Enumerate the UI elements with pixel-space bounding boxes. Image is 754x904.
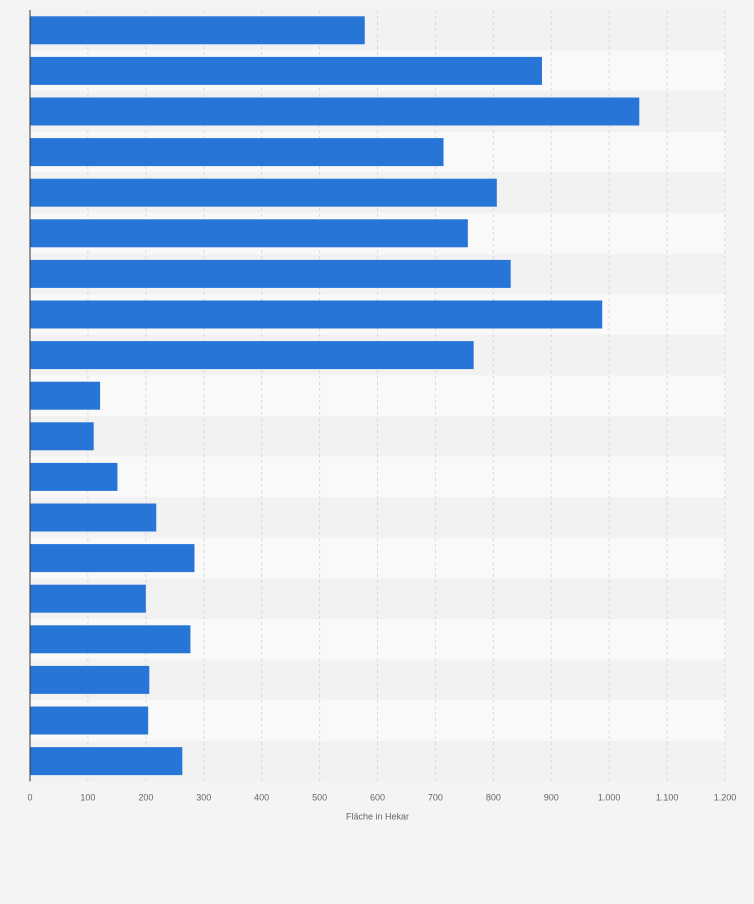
x-tick-label: 1.000 <box>598 792 621 802</box>
bar[interactable] <box>30 706 149 735</box>
bar[interactable] <box>30 97 640 126</box>
x-axis-label: Fläche in Hekar <box>346 811 409 821</box>
x-tick-label: 700 <box>428 792 443 802</box>
bar[interactable] <box>30 219 468 248</box>
bar[interactable] <box>30 422 94 451</box>
x-tick-label: 200 <box>138 792 153 802</box>
bar[interactable] <box>30 56 542 85</box>
x-tick-label: 900 <box>544 792 559 802</box>
bar[interactable] <box>30 462 118 491</box>
x-tick-label: 500 <box>312 792 327 802</box>
x-tick-label: 0 <box>27 792 32 802</box>
bar[interactable] <box>30 16 365 45</box>
bar[interactable] <box>30 747 183 776</box>
x-tick-label: 1.200 <box>714 792 737 802</box>
bar[interactable] <box>30 381 101 410</box>
bar[interactable] <box>30 503 157 532</box>
bar[interactable] <box>30 665 150 694</box>
bar[interactable] <box>30 341 474 370</box>
x-axis-ticks: 0 100 200 300 400 500 600 700 800 900 1.000 1.100 1.… <box>27 792 736 802</box>
bar[interactable] <box>30 584 146 613</box>
bar[interactable] <box>30 178 497 207</box>
x-tick-label: 600 <box>370 792 385 802</box>
bar[interactable] <box>30 544 195 573</box>
bar[interactable] <box>30 138 444 167</box>
x-tick-label: 100 <box>80 792 95 802</box>
x-tick-label: 300 <box>196 792 211 802</box>
x-tick-label: 400 <box>254 792 269 802</box>
x-tick-label: 1.100 <box>656 792 679 802</box>
x-tick-label: 800 <box>486 792 501 802</box>
bar[interactable] <box>30 300 603 329</box>
bars <box>30 16 640 776</box>
bar[interactable] <box>30 259 511 288</box>
bar[interactable] <box>30 625 191 654</box>
